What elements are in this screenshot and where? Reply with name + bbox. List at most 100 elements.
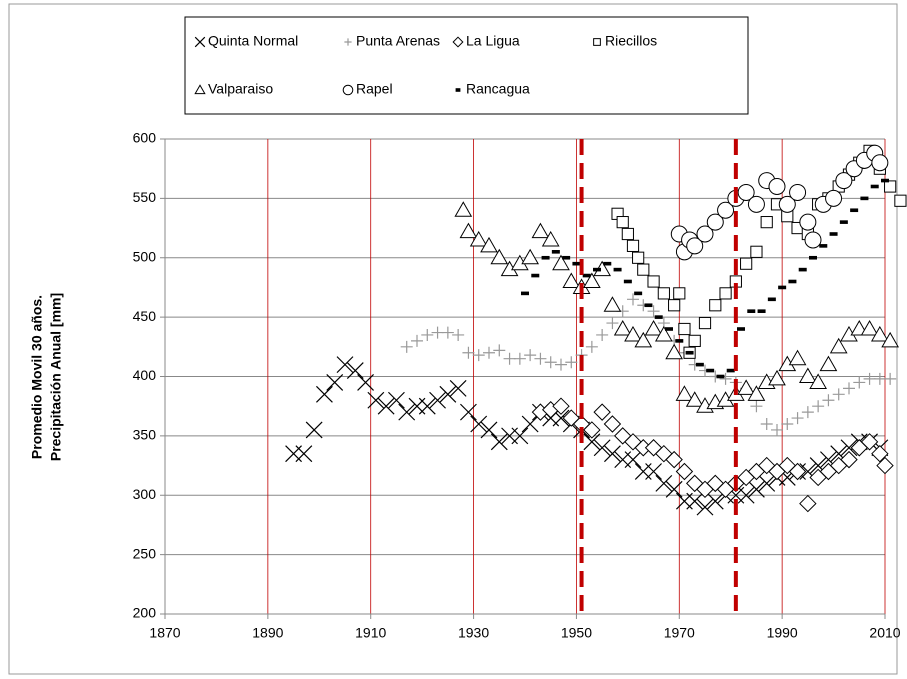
data-point: [870, 184, 879, 189]
data-point: [418, 397, 436, 415]
legend-marker: [344, 38, 352, 46]
y-tick-label: 400: [133, 367, 157, 383]
data-point: [871, 444, 889, 463]
data-point: [562, 272, 581, 288]
data-point: [778, 285, 787, 290]
data-point: [623, 279, 632, 284]
data-point: [788, 462, 807, 481]
data-point: [483, 346, 495, 359]
data-point: [472, 349, 485, 362]
data-point: [884, 180, 897, 193]
data-point: [673, 287, 686, 300]
data-point: [593, 403, 611, 421]
y-tick-label: 250: [133, 545, 157, 561]
legend-label: Valparaiso: [208, 81, 273, 97]
data-point: [626, 239, 640, 252]
data-point: [470, 415, 488, 433]
x-tick-label: 1890: [252, 625, 283, 641]
x-tick-label: 1910: [355, 625, 386, 641]
x-tick-label: 1950: [561, 625, 592, 641]
legend-marker: [455, 88, 461, 92]
legend-label: Punta Arenas: [356, 33, 440, 49]
data-point: [582, 273, 591, 278]
data-point: [778, 195, 796, 213]
data-point: [603, 261, 612, 266]
y-tick-label: 450: [133, 308, 157, 324]
data-point: [624, 433, 642, 451]
data-point: [860, 196, 869, 201]
data-point: [654, 315, 663, 319]
legend-label: Rancagua: [466, 81, 530, 97]
data-point: [469, 230, 488, 247]
data-point: [624, 325, 642, 342]
data-point: [480, 236, 498, 253]
data-point: [757, 309, 766, 313]
data-point: [326, 374, 344, 391]
data-point: [798, 367, 817, 383]
data-point: [884, 372, 897, 385]
data-point: [336, 356, 354, 374]
data-point: [593, 267, 601, 272]
data-point: [873, 372, 886, 385]
data-point: [531, 273, 540, 278]
data-point: [593, 439, 611, 457]
data-point: [459, 222, 478, 239]
data-point: [541, 255, 550, 260]
data-point: [767, 297, 776, 302]
data-point: [881, 178, 889, 183]
data-point: [665, 343, 684, 360]
data-point: [747, 385, 766, 401]
data-point: [726, 368, 735, 373]
data-point: [706, 368, 715, 373]
data-point: [521, 248, 540, 265]
data-point: [305, 421, 323, 439]
x-tick-label: 1930: [458, 625, 489, 641]
data-point: [647, 275, 660, 288]
data-point: [441, 326, 454, 339]
data-point: [657, 287, 670, 300]
data-point: [604, 445, 621, 463]
data-point: [668, 299, 681, 312]
data-point: [408, 397, 426, 415]
data-point: [840, 450, 858, 469]
data-point: [377, 397, 395, 415]
data-point: [747, 309, 756, 313]
data-point: [686, 237, 704, 255]
data-point: [627, 293, 639, 306]
data-point: [544, 356, 557, 369]
data-point: [316, 385, 333, 403]
data-point: [531, 222, 550, 239]
data-point: [781, 418, 794, 430]
data-point: [737, 327, 745, 331]
data-point: [840, 439, 858, 457]
legend-label: Riecillos: [605, 33, 657, 49]
data-point: [480, 421, 498, 439]
data-point: [850, 208, 859, 213]
data-point: [613, 267, 622, 272]
data-point: [555, 358, 567, 371]
data-point: [582, 272, 601, 288]
x-tick-label: 1870: [149, 625, 180, 641]
data-point: [644, 303, 653, 308]
data-point: [737, 486, 755, 504]
data-point: [634, 463, 652, 480]
data-point: [421, 328, 434, 341]
legend-box: [184, 16, 749, 115]
data-point: [822, 394, 835, 407]
x-tick-label: 1990: [767, 625, 798, 641]
data-point: [398, 403, 416, 421]
data-point: [665, 450, 683, 469]
data-point: [346, 362, 364, 379]
data-point: [706, 474, 724, 493]
data-point: [768, 369, 786, 386]
data-point: [614, 451, 632, 469]
y-tick-label: 550: [133, 189, 157, 205]
data-point: [596, 328, 609, 341]
data-point: [696, 225, 714, 243]
data-point: [665, 327, 673, 331]
data-point: [860, 319, 879, 336]
data-point: [462, 346, 475, 359]
data-point: [706, 213, 724, 231]
data-point: [655, 444, 673, 463]
